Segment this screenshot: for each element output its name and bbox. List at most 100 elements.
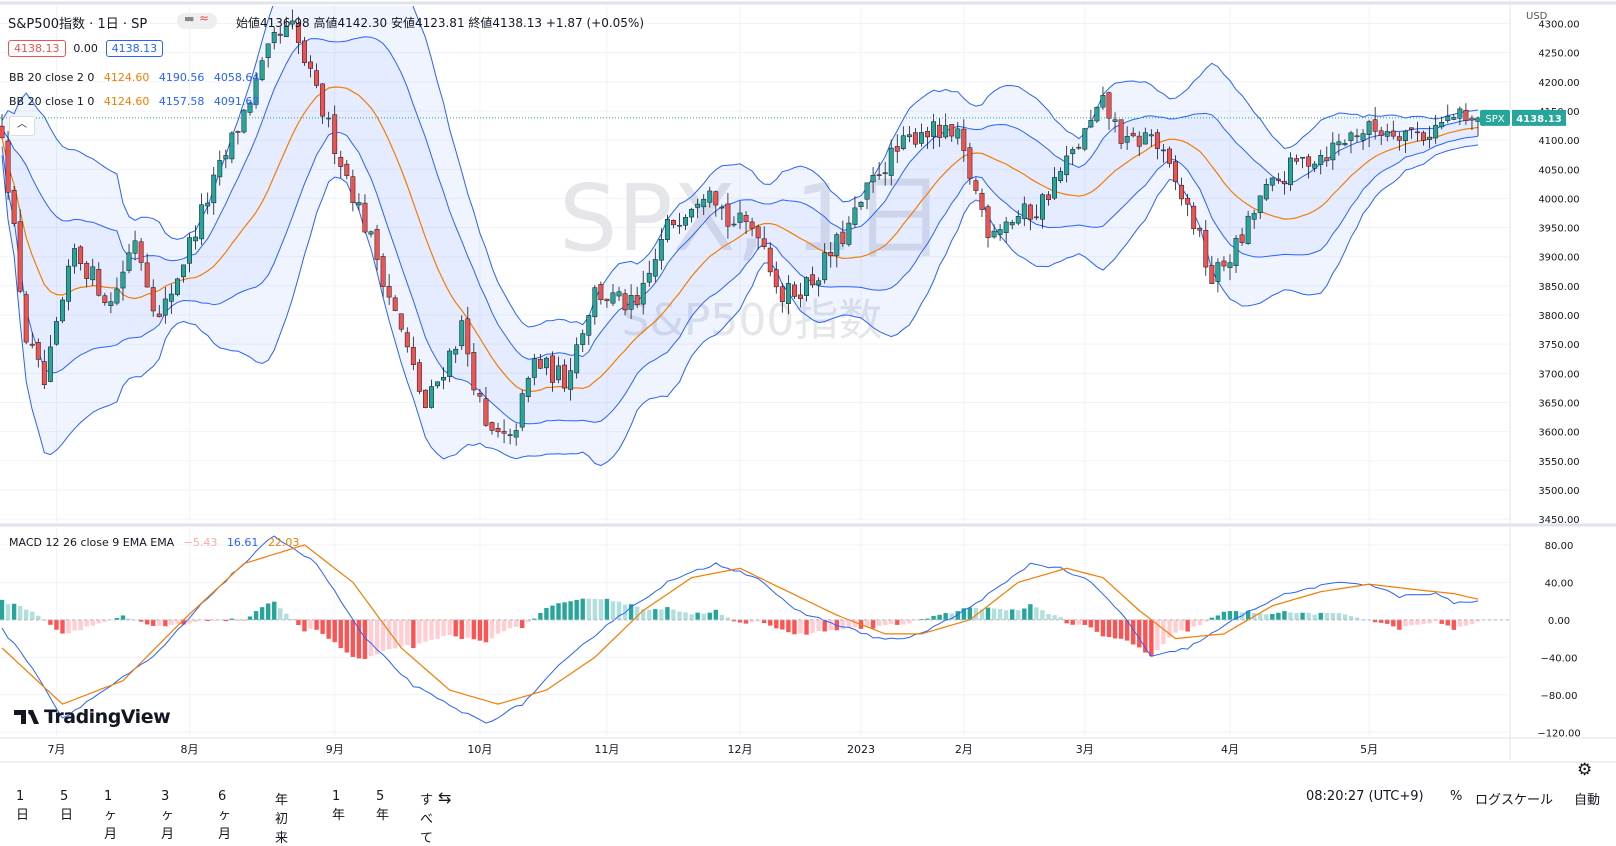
candle-body: [78, 246, 84, 264]
candle-body: [386, 286, 392, 298]
settings-gear-icon[interactable]: ⚙: [1577, 760, 1593, 780]
macd-tick-label: 0.00: [1548, 616, 1570, 627]
candle: [265, 43, 271, 68]
macd-histogram: [0, 598, 1481, 660]
candle: [1021, 196, 1027, 227]
macd-hist-bar: [1457, 619, 1463, 627]
percent-toggle[interactable]: %: [1450, 789, 1463, 804]
macd-hist-bar: [598, 599, 604, 620]
currency-label[interactable]: USD: [1526, 11, 1548, 22]
macd-hist-bar: [1052, 615, 1057, 620]
candle-body: [640, 282, 646, 305]
macd-hist-bar: [284, 613, 289, 620]
macd-hist-bar: [1439, 619, 1444, 624]
timeframe-4[interactable]: 6ヶ月: [218, 789, 232, 842]
candle-body: [53, 321, 59, 345]
candle-body: [1354, 135, 1360, 138]
macd-hist-bar: [253, 611, 259, 620]
time-tick-label: 5月: [1360, 743, 1378, 756]
candle-body: [1179, 184, 1185, 200]
ask-price[interactable]: 4138.13: [105, 40, 164, 57]
macd-hist-bar: [544, 608, 549, 620]
macd-hist-bar: [882, 619, 888, 626]
timeframe-6[interactable]: 1年: [332, 789, 346, 823]
candle-body: [1336, 141, 1342, 146]
candle-body: [338, 156, 344, 167]
compare-toggle[interactable]: ▬ ≈: [177, 11, 217, 29]
open-value: 4136.98: [260, 16, 310, 30]
clock[interactable]: 08:20:27 (UTC+9): [1306, 789, 1424, 804]
macd-hist-bar: [574, 599, 579, 620]
macd-hist-bar: [169, 619, 174, 625]
auto-scale-toggle[interactable]: 自動: [1574, 793, 1601, 808]
timeframe-3[interactable]: 3ヶ月: [161, 789, 175, 842]
macd-hist-bar: [961, 608, 967, 620]
macd-hist-bar: [1433, 619, 1438, 621]
high-value: 4142.30: [337, 16, 388, 30]
macd-hist-bar: [138, 619, 144, 622]
candle: [1209, 256, 1215, 284]
timeframe-2[interactable]: 1ヶ月: [104, 789, 118, 842]
candle-body: [1003, 221, 1009, 233]
bb2-basis: 4124.60: [103, 71, 150, 84]
timeframe-1[interactable]: 5日: [60, 789, 74, 823]
macd-tick-label: −80.00: [1540, 691, 1577, 702]
macd-hist-bar: [798, 619, 803, 634]
macd-hist-bar: [1348, 616, 1354, 620]
collapse-legend-button[interactable]: ︿: [9, 116, 35, 136]
candle: [362, 194, 368, 234]
bb1-legend[interactable]: BB 20 close 1 0 4124.60 4157.58 4091.62: [9, 95, 265, 108]
candle-body: [1209, 265, 1215, 284]
macd-legend[interactable]: MACD 12 26 close 9 EMA EMA −5.43 16.61 2…: [9, 536, 305, 549]
candle: [320, 83, 326, 124]
time-tick-label: 7月: [47, 743, 65, 756]
macd-hist-bar: [822, 619, 827, 632]
symbol-title[interactable]: S&P500指数 · 1日 · SP: [8, 17, 148, 32]
candle: [640, 270, 646, 315]
timeframe-0[interactable]: 1日: [16, 789, 30, 823]
chevron-up-icon: ︿: [17, 119, 27, 130]
candle: [1281, 171, 1287, 195]
macd-hist-bar: [1391, 619, 1396, 627]
candle-body: [1348, 132, 1354, 141]
candle: [664, 214, 670, 243]
macd-hist-bar: [429, 619, 434, 640]
candle-body: [1281, 180, 1287, 185]
chart-canvas[interactable]: SPX, 1日S&P500指数3450.003500.003550.003600…: [0, 0, 1616, 827]
bb2-legend[interactable]: BB 20 close 2 0 4124.60 4190.56 4058.64: [9, 71, 265, 84]
candle: [1457, 106, 1463, 126]
timeframe-8[interactable]: すべて: [420, 793, 434, 846]
time-tick-label: 2023: [847, 743, 875, 756]
macd-hist-bar: [641, 609, 646, 620]
candle-body: [622, 293, 628, 311]
candle-body: [1185, 197, 1191, 205]
macd-hist-bar: [199, 619, 204, 621]
candle-body: [919, 132, 924, 144]
candle: [0, 113, 5, 139]
candle: [217, 150, 223, 186]
log-scale-toggle[interactable]: ログスケール: [1475, 793, 1554, 808]
macd-hist-bar: [955, 611, 960, 620]
candle: [719, 204, 725, 221]
watermark-name: S&P500指数: [622, 295, 883, 346]
bid-price[interactable]: 4138.13: [8, 40, 66, 57]
macd-hist-bar: [417, 619, 422, 644]
candle: [834, 232, 840, 268]
macd-hist-bar: [495, 619, 501, 634]
macd-hist-bar: [193, 619, 198, 622]
timeframe-7[interactable]: 5年: [376, 789, 390, 823]
candle: [229, 131, 235, 164]
macd-hist-bar: [296, 619, 301, 626]
candle: [96, 262, 102, 297]
macd-tick-label: 40.00: [1545, 578, 1574, 589]
candle: [925, 126, 930, 149]
timeframe-5[interactable]: 年初来: [275, 793, 289, 846]
candle-body: [840, 231, 846, 244]
candle-body: [1433, 124, 1439, 139]
date-range-icon[interactable]: ⇆: [438, 788, 452, 807]
bb1-lower-line: [1, 131, 1479, 425]
candle: [168, 284, 174, 314]
candle: [543, 356, 549, 376]
candle: [1124, 126, 1130, 150]
time-tick-label: 9月: [326, 743, 344, 756]
